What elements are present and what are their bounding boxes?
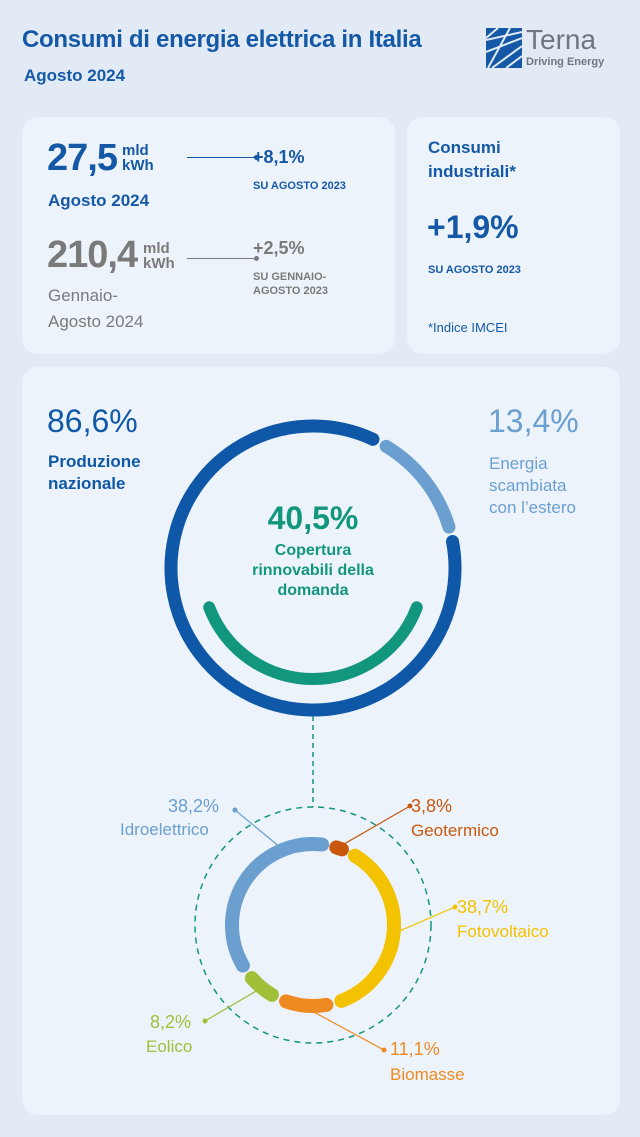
national-pct: 86,6%	[47, 403, 138, 439]
renewable-arc	[203, 601, 423, 685]
renewable-text-1: Copertura	[274, 542, 352, 559]
leader-dot	[407, 803, 413, 809]
exchange-pct: 13,4%	[488, 403, 579, 439]
donut-segment-fotovoltaico	[334, 848, 401, 1008]
terna-logo: Terna Driving Energy	[486, 24, 622, 70]
monthly-unit-top: mld	[122, 142, 149, 159]
geo-label: Geotermico	[411, 821, 499, 840]
bio-label: Biomasse	[390, 1065, 465, 1084]
leader-dot	[232, 807, 238, 813]
eolico-label: Eolico	[146, 1037, 193, 1056]
monthly-change-ref: SU AGOSTO 2023	[253, 180, 346, 192]
exchange-label-2: scambiata	[489, 476, 567, 495]
industrial-change: +1,9%	[427, 209, 519, 245]
ytd-change-ref-1: SU GENNAIO-	[253, 271, 327, 283]
consumption-card: 27,5 mld kWh Agosto 2024 +8,1% SU AGOSTO…	[22, 117, 395, 354]
industrial-footnote: *Indice IMCEI	[428, 320, 508, 335]
dashed-circle	[194, 806, 432, 1044]
logo-tagline: Driving Energy	[526, 56, 605, 68]
renewable-text-3: domanda	[277, 582, 349, 599]
leader-line	[395, 906, 456, 934]
donut-segment-geotermico	[329, 840, 349, 857]
leader-dot	[452, 904, 458, 910]
national-label-1: Produzione	[48, 452, 141, 471]
renewable-block: 40,5% Copertura rinnovabili della domand…	[213, 500, 413, 601]
donut-segment-biomasse	[279, 994, 334, 1013]
page-title: Consumi di energia elettrica in Italia	[22, 26, 422, 53]
ytd-period-2: Agosto 2024	[48, 312, 144, 331]
arrow-icon	[187, 155, 259, 160]
ytd-period-1: Gennaio-	[48, 286, 118, 305]
ytd-change-ref-2: AGOSTO 2023	[253, 285, 328, 297]
monthly-period: Agosto 2024	[48, 191, 150, 210]
idro-label: Idroelettrico	[120, 820, 209, 839]
industrial-card: Consumi industriali* +1,9% SU AGOSTO 202…	[407, 117, 620, 354]
leader-line	[234, 809, 282, 849]
page-subtitle: Agosto 2024	[24, 66, 126, 85]
leader-line	[339, 805, 411, 847]
monthly-value: 27,5	[47, 137, 118, 179]
industrial-title-1: Consumi	[428, 138, 501, 157]
production-card: 86,6% Produzione nazionale 13,4% Energia…	[22, 367, 620, 1115]
monthly-change: +8,1%	[253, 147, 305, 167]
ytd-unit-top: mld	[143, 240, 170, 257]
idro-pct: 38,2%	[168, 796, 220, 816]
industrial-title-2: industriali*	[428, 162, 516, 181]
leader-dot	[202, 1018, 208, 1024]
exchange-arc	[379, 439, 456, 534]
foto-label: Fotovoltaico	[457, 922, 549, 941]
leader-line	[204, 988, 261, 1022]
donut-segment-idroelettrico	[225, 837, 330, 973]
foto-pct: 38,7%	[457, 897, 509, 917]
national-label-2: nazionale	[48, 474, 126, 493]
exchange-label-3: con l’estero	[489, 498, 576, 517]
geo-pct: 3,8%	[411, 796, 453, 816]
terna-logo-icon	[486, 28, 522, 68]
industrial-change-ref: SU AGOSTO 2023	[428, 264, 521, 276]
leader-line	[305, 1007, 385, 1051]
monthly-unit-bottom: kWh	[122, 157, 154, 174]
bio-pct: 11,1%	[390, 1039, 440, 1059]
logo-text: Terna	[526, 24, 597, 55]
exchange-label-1: Energia	[489, 454, 548, 473]
leader-dot	[381, 1047, 387, 1053]
national-arc	[164, 419, 462, 717]
renewable-pct: 40,5%	[267, 500, 359, 536]
arrow-icon	[187, 256, 259, 261]
ytd-value: 210,4	[47, 234, 138, 276]
eolico-pct: 8,2%	[150, 1012, 192, 1032]
ytd-unit-bottom: kWh	[143, 255, 175, 272]
renewable-text-2: rinnovabili della	[252, 562, 374, 579]
donut-segment-eolico	[244, 971, 279, 1002]
ytd-change: +2,5%	[253, 238, 305, 258]
